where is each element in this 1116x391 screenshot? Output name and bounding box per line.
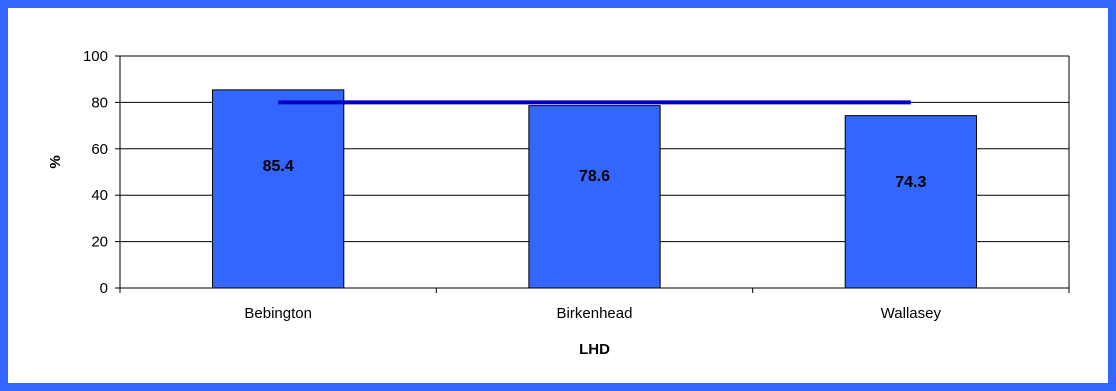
y-tick-label: 0 <box>100 280 108 297</box>
x-tick-labels: Bebington Birkenhead Wallasey <box>244 305 941 322</box>
y-tick-label: 100 <box>83 48 108 65</box>
y-tick-label: 40 <box>91 187 108 204</box>
y-tick-label: 80 <box>91 94 108 111</box>
bar-birkenhead <box>528 105 661 289</box>
bar-wallasey <box>844 115 977 289</box>
bar-bebington <box>212 89 345 289</box>
x-tick-label: Birkenhead <box>557 305 633 322</box>
x-tick-label: Bebington <box>244 305 312 322</box>
data-label: 85.4 <box>263 158 294 175</box>
y-axis-title: % <box>47 155 64 168</box>
data-label: 74.3 <box>895 174 926 191</box>
y-tick-label: 20 <box>91 234 108 251</box>
x-axis-title: LHD <box>579 341 610 358</box>
data-label: 78.6 <box>579 168 610 185</box>
x-tick-label: Wallasey <box>881 305 942 322</box>
y-tick-label: 60 <box>91 141 108 158</box>
bars <box>212 89 977 289</box>
y-tick-labels: 0 20 40 60 80 100 <box>83 48 108 297</box>
data-labels: 85.4 78.6 74.3 <box>263 158 927 191</box>
axes <box>115 55 1070 293</box>
